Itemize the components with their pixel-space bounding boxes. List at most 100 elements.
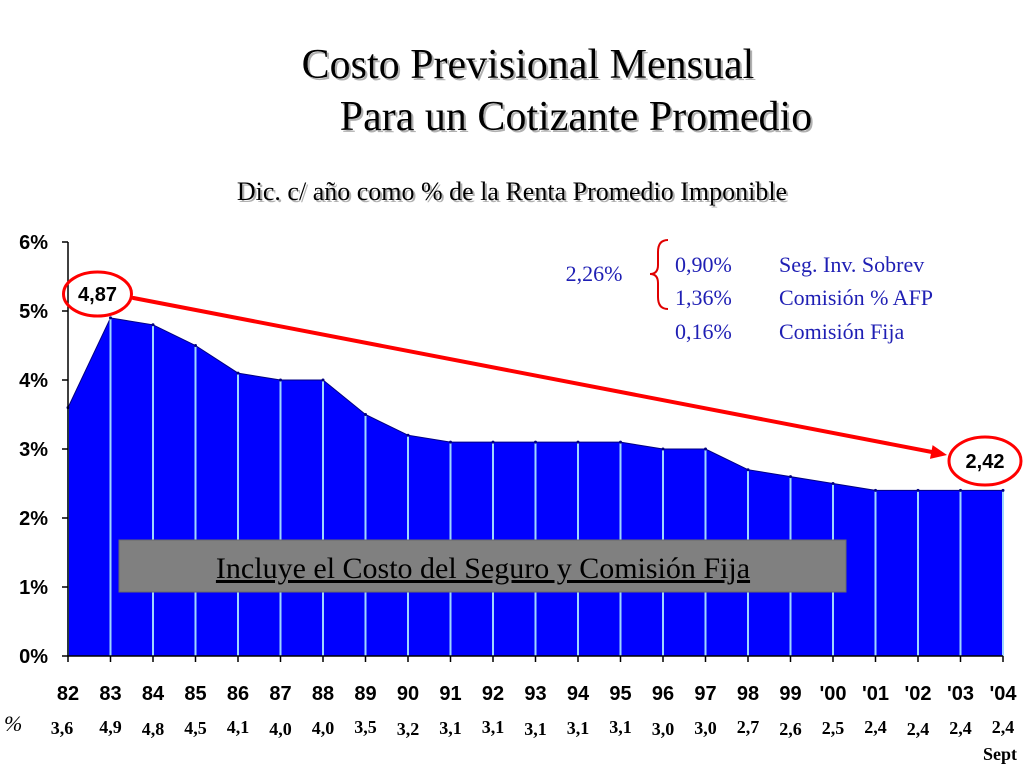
breakdown-item-value: 0,16% [675,319,732,344]
annotation-box [118,539,847,593]
value-label: 2,5 [822,718,845,738]
x-tick-label: 89 [354,683,376,705]
data-point [109,316,112,320]
value-label: 4,0 [312,718,335,738]
x-tick-label: 94 [567,683,590,705]
value-label: 3,1 [482,717,505,737]
x-tick-label: '04 [989,683,1017,705]
value-label: 2,6 [779,719,802,739]
x-tick-label: 93 [524,683,546,705]
breakdown-total: 2,26% [566,261,623,286]
x-tick-label: '01 [862,683,889,705]
data-point [916,488,920,492]
x-tick-label: 99 [779,683,801,705]
value-label: 3,2 [397,719,420,739]
data-point [789,475,792,479]
value-label: 4,0 [269,719,292,739]
data-point [491,440,495,444]
x-tick-label: 85 [184,683,206,705]
x-tick-label: 96 [652,683,674,705]
x-tick-label: 92 [482,683,504,705]
y-tick-label: 5% [19,301,48,323]
percent-row-label: % [4,711,22,736]
value-label: 2,7 [737,717,760,737]
trend-arrow [131,296,939,455]
x-tick-label: 88 [312,683,334,705]
start-callout-circle [62,270,133,318]
data-point [279,378,282,382]
breakdown-item-value: 0,90% [675,252,732,277]
data-point [321,378,325,382]
end-callout-circle [947,435,1023,487]
x-tick-label: '00 [819,683,846,705]
value-label: 4,9 [99,717,122,737]
value-label: 2,4 [907,719,930,739]
x-tick-label: 95 [609,683,631,705]
x-tick-label: 98 [737,683,759,705]
x-tick-label: 84 [142,683,165,705]
value-label: 3,0 [652,719,675,739]
x-tick-label: 90 [397,683,419,705]
chart-title-line2: Para un Cotizante Promedio [340,94,812,140]
value-label: 3,1 [609,717,632,737]
y-tick-label: 1% [19,577,48,599]
breakdown-item-label: Comisión Fija [779,319,905,344]
value-label: 4,8 [142,719,165,739]
breakdown-brace [649,239,669,310]
data-point [619,440,622,444]
value-label: 3,0 [694,718,717,738]
trend-arrowhead [929,445,947,459]
data-point [364,413,367,416]
value-label: 4,5 [184,718,207,738]
value-label: 2,4 [992,717,1015,737]
value-label: 2,4 [949,718,972,738]
end-callout-label: 2,42 [966,451,1005,473]
cost-breakdown: 2,26% 0,90% Seg. Inv. Sobrev 1,36% Comis… [566,239,933,344]
value-label: 3,1 [567,718,590,738]
y-tick-label: 2% [19,508,48,530]
value-label: 3,5 [354,717,377,737]
data-point [151,323,155,327]
breakdown-item-value: 1,36% [675,285,732,310]
value-label-row: 3,6 4,9 4,8 4,5 4,1 4,0 4,0 3,5 3,2 3,1 3,1 3,1 3,1 3… [51,717,1015,739]
sept-label: Sept [983,744,1017,764]
value-label: 3,6 [51,718,74,738]
start-callout-label: 4,87 [78,284,117,306]
value-label: 3,1 [524,719,547,739]
x-tick-label: 82 [57,683,79,705]
data-point [959,488,962,492]
chart-subtitle: Dic. c/ año como % de la Renta Promedio … [237,177,787,206]
value-label: 2,4 [864,717,887,737]
x-tick-label: 86 [227,683,249,705]
x-tick-label: 91 [439,683,461,705]
data-point [1001,488,1005,492]
y-axis: 0% 1% 2% 3% 4% 5% 6% [19,232,69,668]
data-point [236,371,240,375]
data-point [661,447,665,451]
x-tick-label: '03 [947,683,974,705]
x-tick-label: 83 [99,683,121,705]
plot-area [66,316,1005,657]
data-point [746,468,750,472]
breakdown-item-label: Comisión % AFP [779,285,933,310]
data-point [449,440,452,444]
value-label: 3,1 [439,718,462,738]
x-axis: 82 83 84 85 86 87 88 89 90 91 92 93 94 95 96 97 98 99 '00 '… [57,655,1017,705]
data-point [704,447,707,451]
x-tick-label: 97 [694,683,716,705]
annotation-text: Incluye el Costo del Seguro y Comisión F… [216,552,750,585]
data-point [576,440,580,444]
data-point [534,440,537,444]
y-tick-label: 0% [19,646,48,668]
chart-title: Costo Previsional Mensual [302,42,755,88]
y-tick-label: 3% [19,439,48,461]
y-tick-label: 4% [19,370,48,392]
y-tick-label: 6% [19,232,48,254]
data-point [406,433,410,437]
x-tick-label: 87 [269,683,291,705]
data-point [874,488,877,492]
data-point [194,344,197,347]
data-point [831,482,835,485]
breakdown-item-label: Seg. Inv. Sobrev [779,252,924,277]
